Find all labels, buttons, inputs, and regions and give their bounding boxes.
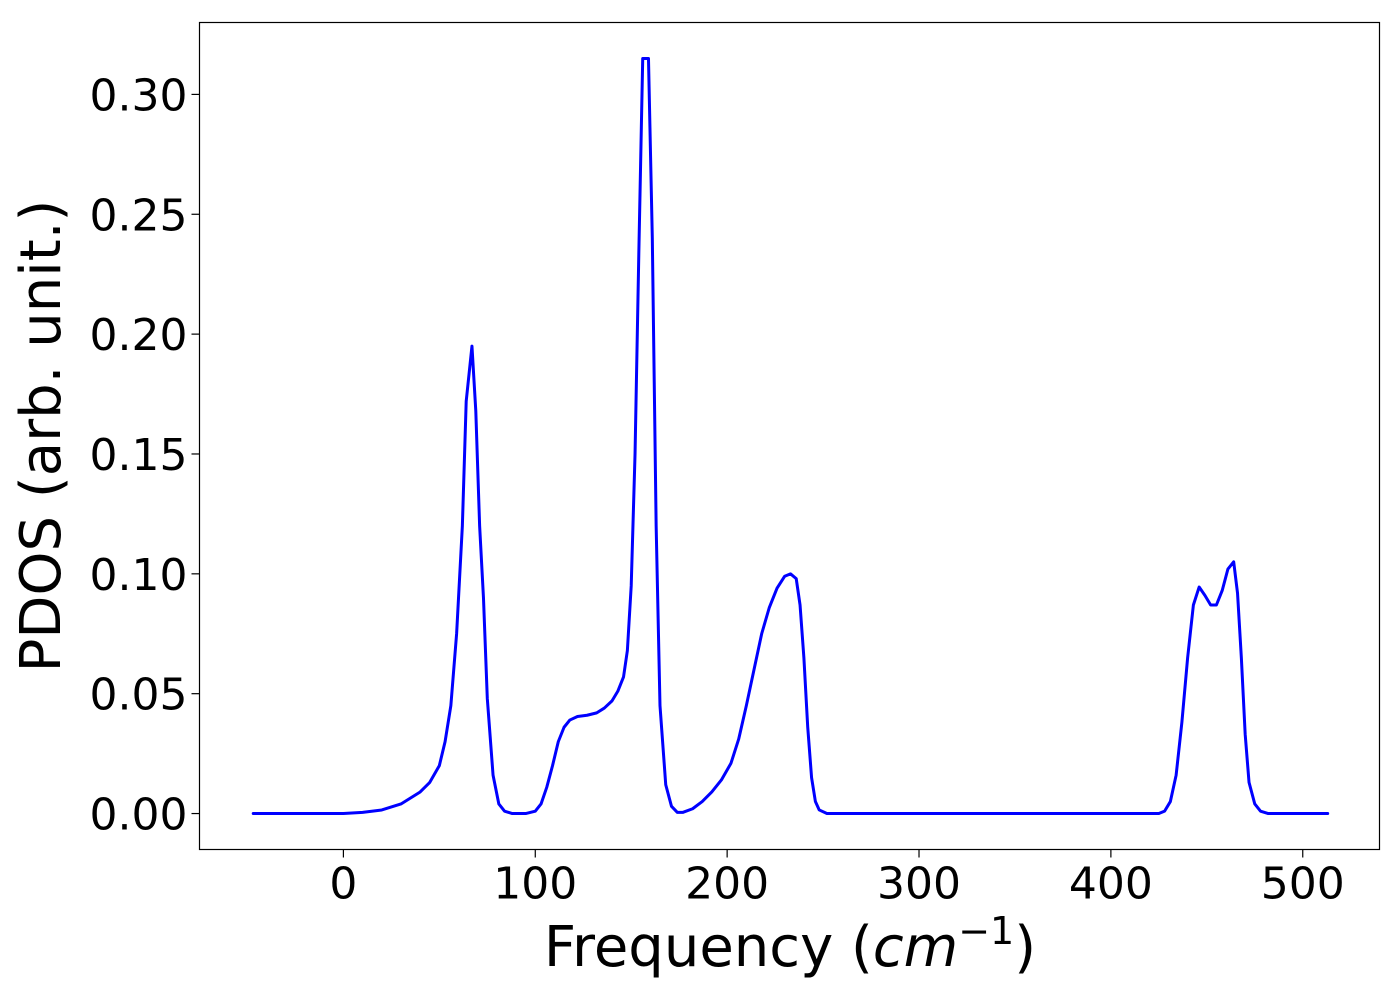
y-tick-label: 0.25 — [90, 190, 188, 241]
x-tick-label: 200 — [685, 859, 769, 910]
y-tick-label: 0.15 — [90, 430, 188, 481]
y-axis-ticks: 0.00 0.05 0.10 0.15 0.20 0.25 0.30 — [90, 70, 200, 841]
y-tick-label: 0.10 — [90, 550, 188, 601]
x-tick-label: 300 — [877, 859, 961, 910]
y-tick-label: 0.00 — [90, 790, 188, 841]
x-tick-label: 0 — [329, 859, 357, 910]
plot-frame — [198, 21, 1381, 851]
y-tick-label: 0.20 — [90, 310, 188, 361]
y-tick-label: 0.30 — [90, 70, 188, 121]
x-tick-label: 100 — [493, 859, 577, 910]
y-axis-label: PDOS (arb. unit.) — [9, 200, 74, 673]
x-tick-label: 400 — [1069, 859, 1153, 910]
x-axis-label: Frequency (cm−1) — [544, 909, 1036, 980]
pdos-line — [251, 56, 1330, 816]
x-axis-ticks: 0 100 200 300 400 500 — [329, 849, 1345, 910]
y-tick-label: 0.05 — [90, 670, 188, 721]
x-tick-label: 500 — [1261, 859, 1345, 910]
